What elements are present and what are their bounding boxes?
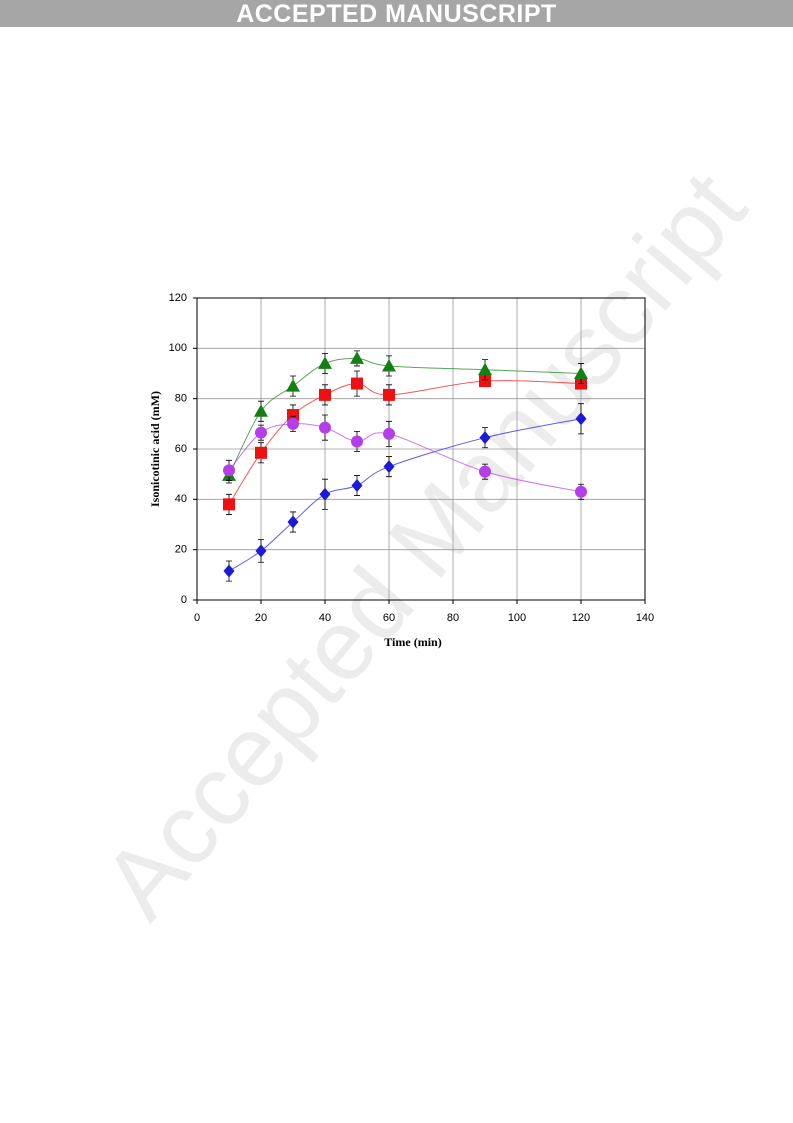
x-tick-label: 100 (508, 612, 526, 624)
square-marker (287, 409, 299, 422)
diamond-marker (255, 544, 267, 558)
x-tick-label: 0 (194, 612, 200, 624)
circle-marker (255, 426, 267, 439)
square-marker (223, 498, 235, 511)
diamond-marker (479, 431, 491, 445)
x-tick-label: 80 (447, 612, 459, 624)
square-marker (479, 375, 491, 388)
y-axis-label: Isonicotinic acid (mM) (148, 391, 162, 507)
triangle-marker (254, 404, 268, 417)
diamond-marker (575, 412, 587, 426)
circle-marker (479, 465, 491, 478)
plot-frame (196, 297, 646, 601)
triangle-marker (350, 351, 364, 364)
diamond-marker (287, 515, 299, 529)
diamond-marker (223, 564, 235, 578)
y-tick-label: 120 (169, 292, 187, 304)
y-tick-label: 60 (175, 443, 187, 455)
triangle-marker (478, 362, 492, 376)
triangle-marker (286, 379, 300, 392)
x-tick-label: 20 (255, 612, 267, 624)
triangle-marker (318, 356, 332, 369)
header-bar: ACCEPTED MANUSCRIPT (0, 0, 793, 28)
diamond-marker (351, 478, 363, 492)
circle-marker (575, 485, 587, 498)
circle-marker (287, 417, 299, 430)
circle-marker (319, 421, 331, 434)
circle-marker (351, 435, 363, 448)
circle-marker (383, 427, 395, 440)
square-marker (255, 446, 267, 459)
square-marker (319, 388, 331, 401)
x-tick-label: 140 (636, 612, 654, 624)
x-tick-label: 40 (319, 612, 331, 624)
x-axis-label: Time (min) (384, 635, 441, 649)
square-marker (351, 377, 363, 390)
y-tick-label: 20 (175, 544, 187, 556)
diamond-marker (383, 460, 395, 474)
triangle-marker (382, 358, 396, 372)
circle-marker (223, 464, 235, 477)
x-tick-label: 120 (572, 612, 590, 624)
diamond-marker (319, 487, 331, 501)
y-tick-label: 0 (181, 594, 187, 606)
y-tick-label: 100 (169, 342, 187, 354)
y-tick-label: 40 (175, 493, 187, 505)
x-tick-label: 60 (383, 612, 395, 624)
y-tick-label: 80 (175, 393, 187, 405)
square-marker (383, 388, 395, 401)
triangle-marker (574, 366, 588, 379)
